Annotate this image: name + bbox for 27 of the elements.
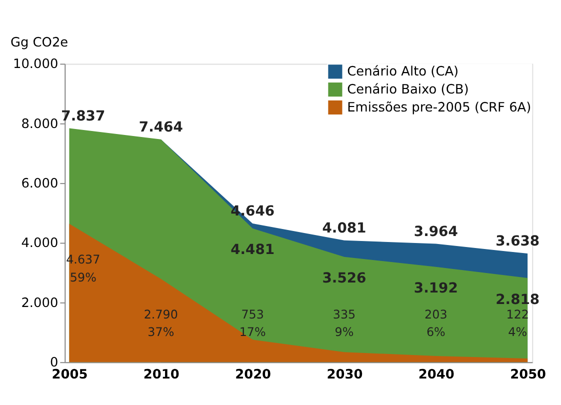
x-tick-label: 2050 (510, 368, 546, 383)
data-label: 3.192 (414, 280, 458, 297)
data-label: 2.790 37% (144, 307, 178, 340)
legend-label: Cenário Baixo (CB) (347, 82, 469, 98)
data-label: 753 17% (239, 307, 266, 340)
data-label: 4.081 (322, 220, 366, 236)
data-label: 7.464 (138, 119, 184, 136)
x-tick-label: 2005 (52, 368, 88, 383)
data-label: 203 6% (424, 307, 448, 340)
data-label: 4.481 (230, 242, 275, 258)
data-label: 7.837 (61, 108, 106, 124)
data-label: 335 9% (332, 307, 356, 340)
legend-label: Emissões pre-2005 (CRF 6A) (347, 100, 532, 116)
data-label: 3.526 (322, 270, 366, 287)
legend-label: Cenário Alto (CA) (347, 64, 459, 80)
y-tick-label: 8.000 (21, 116, 58, 132)
x-tick-label: 2030 (326, 368, 363, 383)
data-label: 3.964 (414, 224, 458, 240)
x-tick-label: 2040 (418, 368, 454, 383)
x-tick-label: 2010 (143, 368, 180, 383)
x-tick-label: 2020 (235, 368, 272, 383)
y-tick-label: 4.000 (21, 236, 58, 252)
y-axis-title: Gg CO2e (10, 35, 68, 50)
y-tick-label: 6.000 (21, 176, 58, 192)
data-label: 3.638 (496, 234, 540, 250)
y-tick-label: 2.000 (21, 296, 58, 311)
y-tick-label: 10.000 (12, 57, 58, 72)
